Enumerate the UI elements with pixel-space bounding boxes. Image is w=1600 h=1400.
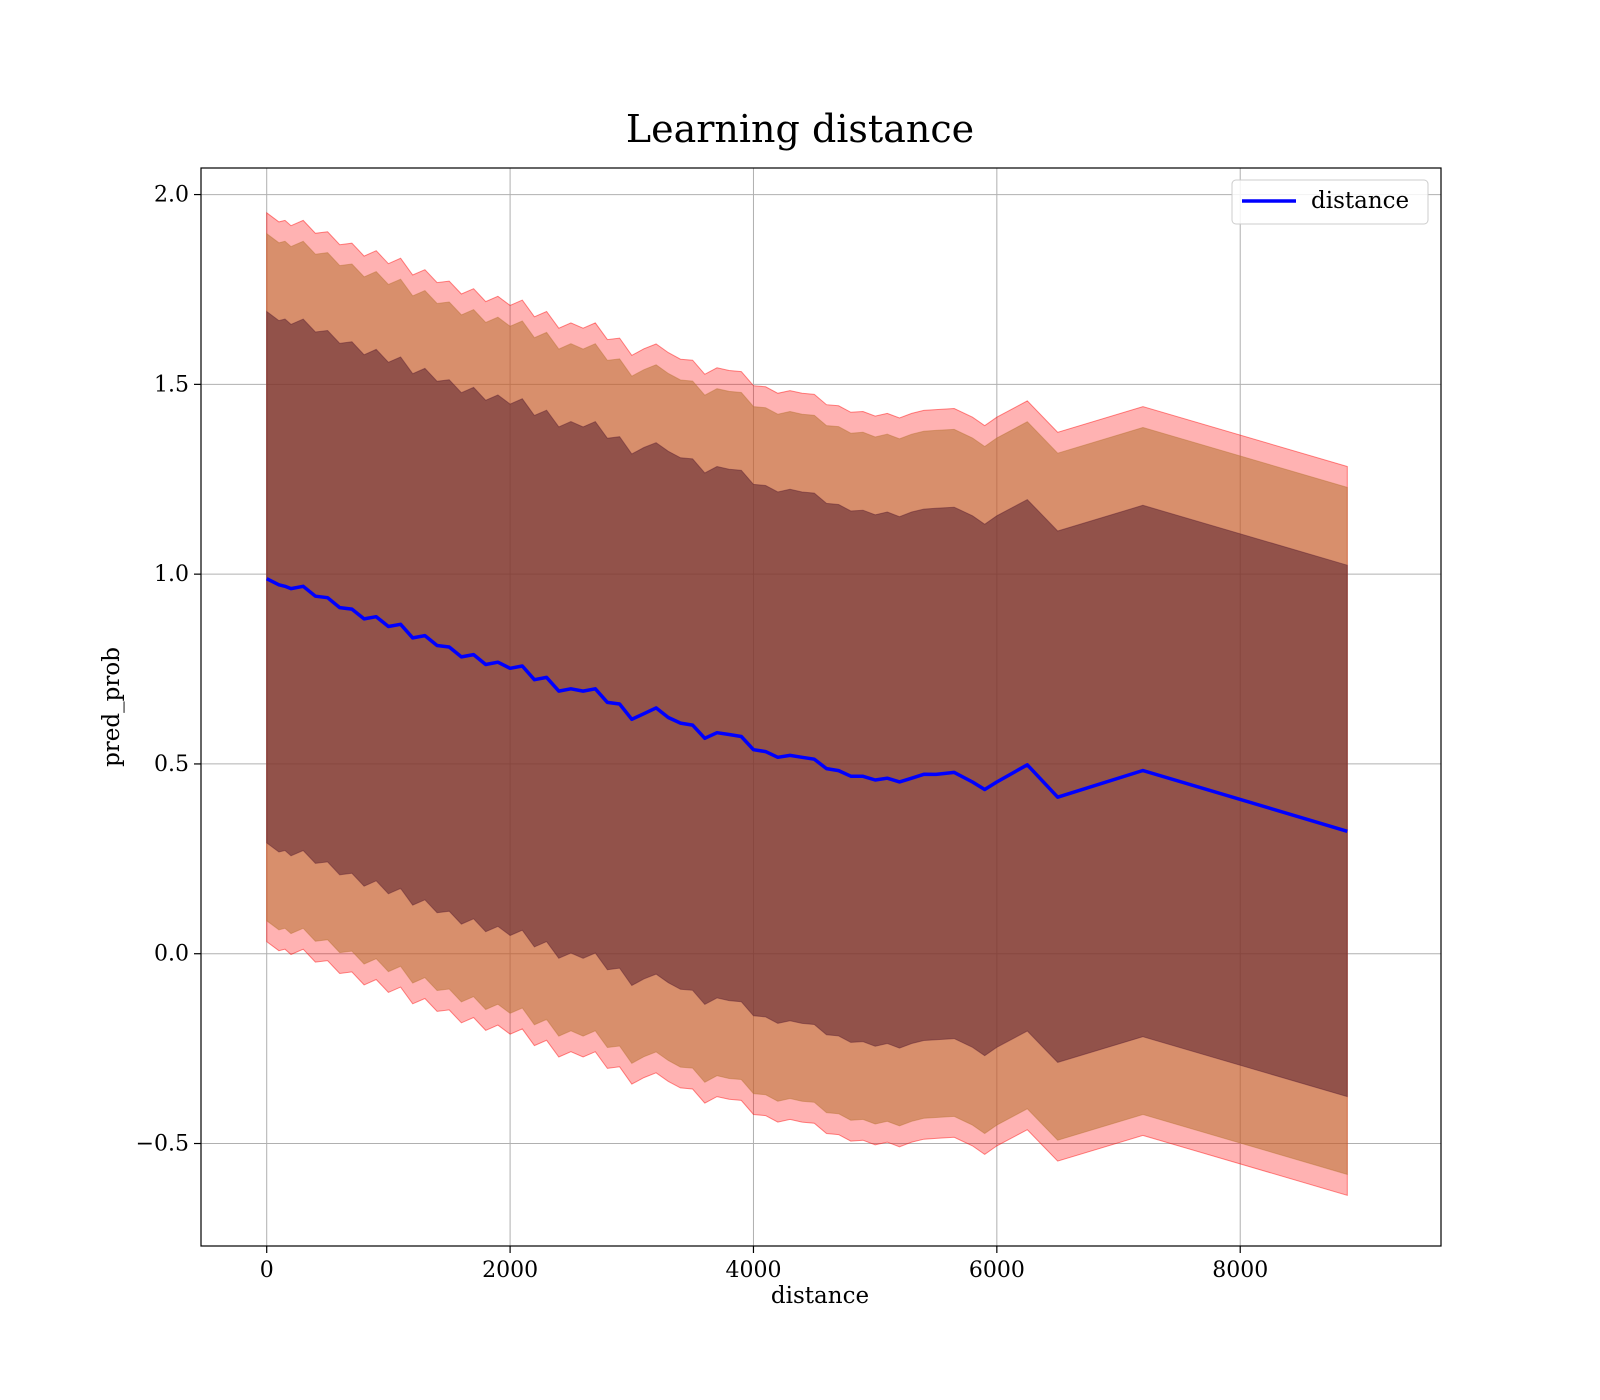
x-tick-label-2: 4000 [725,1258,781,1283]
y-tick-label-0: −0.5 [136,1132,189,1157]
legend-box [1231,179,1429,225]
y-tick-label-4: 1.5 [154,372,189,397]
y-tick-label-3: 1.0 [154,562,189,587]
x-tick-label-4: 8000 [1212,1258,1268,1283]
x-axis-label: distance [771,1283,869,1309]
y-tick-label-5: 2.0 [154,183,189,208]
band-inner [266,310,1348,1098]
x-tick-label-0: 0 [260,1258,274,1283]
legend: distance [1231,179,1429,225]
y-tick-label-2: 0.5 [154,752,189,777]
y-axis-label: pred_prob [99,647,125,767]
y-tick-label-1: 0.0 [154,942,189,967]
legend-label-distance: distance [1311,188,1409,214]
x-tick-label-3: 6000 [969,1258,1025,1283]
confidence-bands [266,211,1348,1196]
chart-title: Learning distance [626,107,974,151]
x-tick-label-1: 2000 [482,1258,538,1283]
series-line-distance [265,577,1348,833]
axis-ticks: 0 2000 4000 6000 8000 −0.5 0.0 0.5 1.0 1.5 2.0 [136,183,1269,1283]
series-lines [265,577,1348,833]
plot-frame [200,167,1442,1247]
